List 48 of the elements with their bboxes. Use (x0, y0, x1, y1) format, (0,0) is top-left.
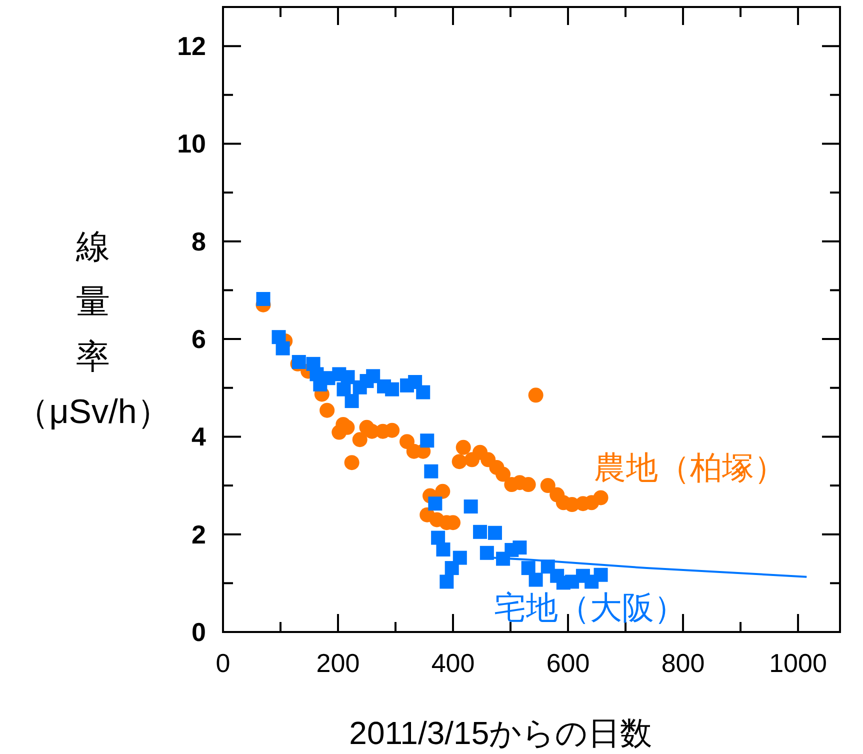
point (593, 490, 608, 506)
point (452, 550, 467, 565)
point (320, 402, 335, 418)
point (440, 574, 454, 589)
point (496, 466, 511, 482)
x-tick-label: 400 (431, 648, 475, 678)
point (420, 434, 434, 448)
point (416, 385, 430, 400)
point (528, 572, 543, 587)
y-tick-label: 6 (192, 324, 206, 354)
point (488, 526, 502, 540)
x-axis-title: 2011/3/15からの日数 (349, 715, 652, 751)
series-label: 宅地（大阪） (494, 589, 686, 626)
y-tick-label: 4 (192, 422, 207, 452)
y-tick-label: 8 (192, 226, 206, 256)
point (276, 341, 290, 356)
point (480, 546, 494, 560)
x-tick-label: 0 (216, 648, 230, 678)
point (256, 292, 270, 306)
point (456, 440, 471, 455)
point (344, 455, 360, 470)
point (424, 464, 438, 478)
point (540, 478, 556, 494)
point (344, 394, 359, 408)
point (512, 540, 527, 555)
point (428, 496, 442, 511)
point (452, 454, 467, 470)
point (436, 542, 450, 556)
point (435, 484, 450, 499)
x-tick-label: 200 (316, 648, 360, 678)
y-tick-label: 12 (177, 31, 206, 62)
point (528, 388, 544, 403)
point (520, 477, 536, 492)
y-tick-label: 0 (192, 617, 206, 647)
point (473, 524, 488, 539)
x-tick-label: 1000 (769, 648, 827, 678)
x-tick-label: 800 (661, 648, 705, 678)
point (385, 382, 400, 396)
point (384, 422, 400, 438)
y-axis-title: 線量率（μSv/h） (15, 228, 171, 431)
point (352, 432, 368, 448)
point (464, 500, 478, 514)
point (594, 568, 608, 582)
series-label: 農地（柏塚） (594, 449, 786, 486)
point (521, 561, 536, 576)
x-tick-label: 600 (546, 648, 590, 678)
y-tick-label: 2 (192, 519, 206, 550)
y-tick-label: 10 (177, 128, 206, 159)
